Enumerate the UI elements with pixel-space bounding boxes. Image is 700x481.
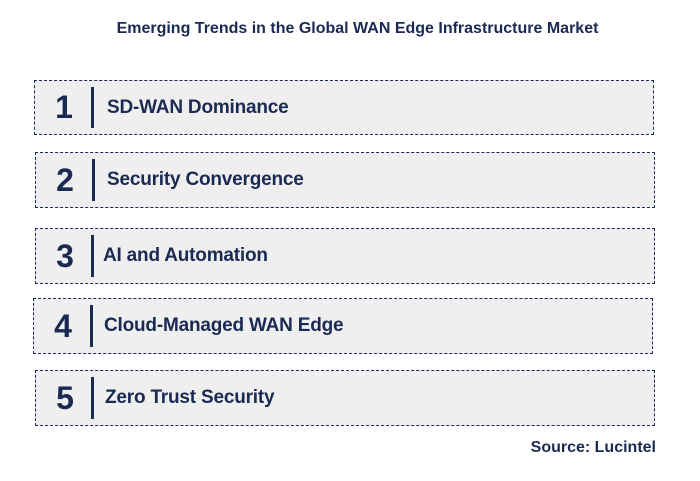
trend-item-2: 2 Security Convergence: [35, 152, 655, 208]
trend-divider: [92, 159, 95, 201]
trend-label: Zero Trust Security: [105, 387, 275, 408]
trend-number: 1: [55, 89, 73, 125]
trend-divider: [91, 235, 94, 277]
trend-number: 2: [56, 161, 74, 198]
trend-item-5: 5 Zero Trust Security: [35, 370, 655, 426]
trend-divider: [91, 87, 94, 128]
trend-label: SD-WAN Dominance: [107, 96, 289, 118]
trend-divider: [90, 305, 93, 347]
trend-divider: [91, 377, 94, 419]
trend-item-4: 4 Cloud-Managed WAN Edge: [33, 298, 653, 354]
trend-number: 5: [56, 379, 74, 416]
trend-item-3: 3 AI and Automation: [35, 228, 655, 284]
trend-label: Security Convergence: [107, 169, 304, 190]
trend-label: Cloud-Managed WAN Edge: [104, 315, 344, 336]
chart-title: Emerging Trends in the Global WAN Edge I…: [116, 20, 599, 37]
trend-number: 4: [54, 307, 72, 344]
source-note: Source: Lucintel: [530, 439, 656, 456]
trend-label: AI and Automation: [103, 245, 268, 266]
trend-number: 3: [56, 237, 74, 274]
trend-item-1: 1 SD-WAN Dominance: [34, 80, 654, 135]
